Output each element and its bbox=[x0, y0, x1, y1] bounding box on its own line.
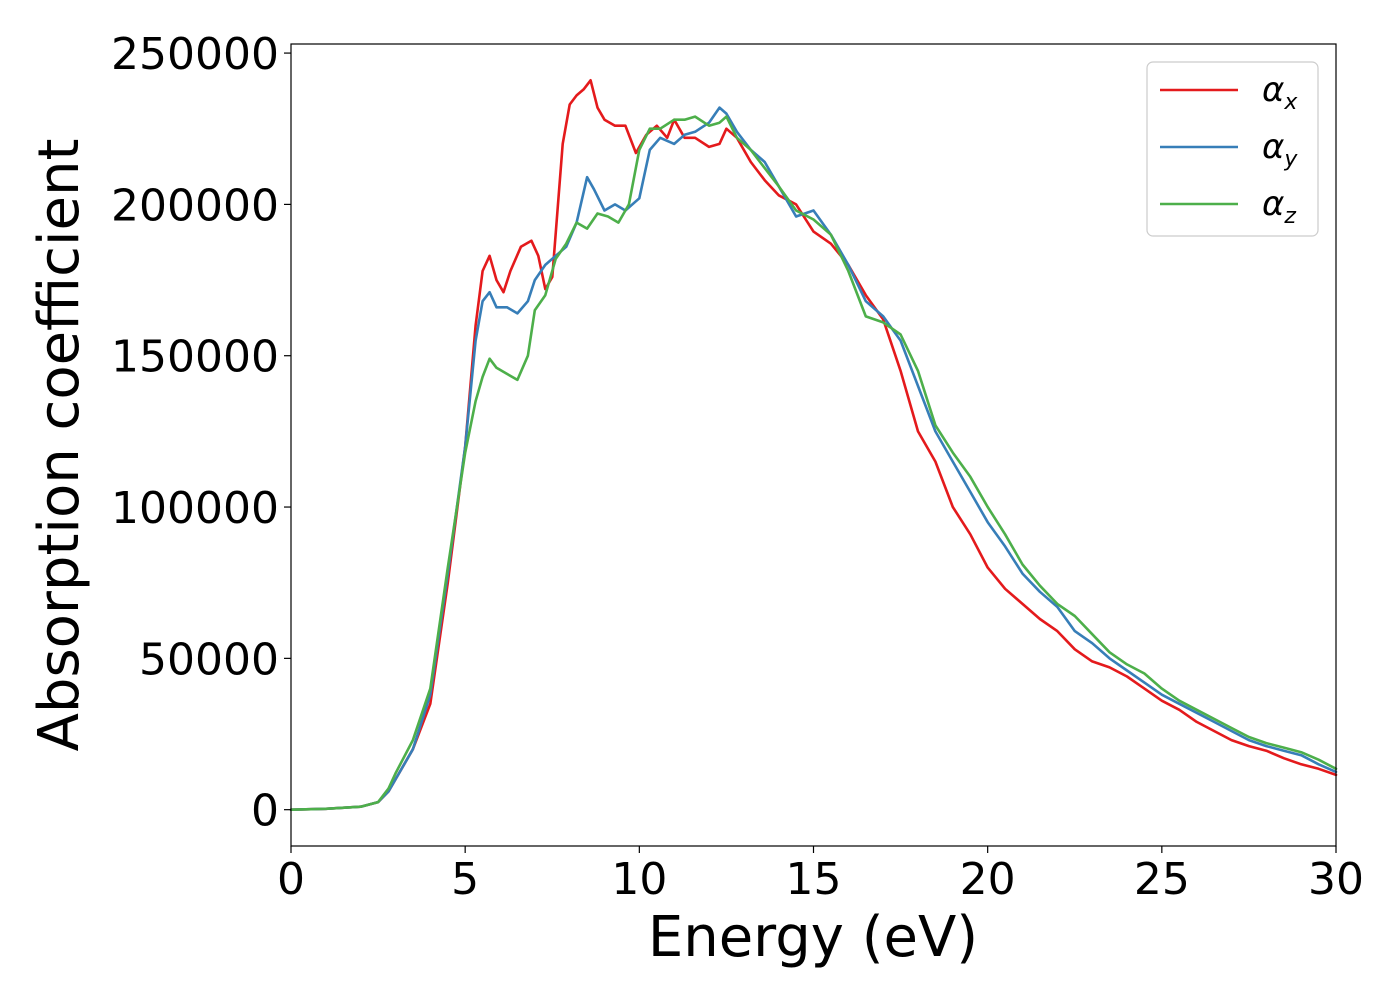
y-axis: 0 50000 100000 150000 200000 250000 bbox=[111, 29, 291, 837]
x-axis-label: Energy (eV) bbox=[648, 905, 978, 970]
series-line-y bbox=[289, 106, 1338, 811]
y-tick-label: 0 bbox=[251, 786, 279, 837]
legend-label-x: αx bbox=[1262, 70, 1298, 115]
y-tick-label: 50000 bbox=[139, 634, 279, 685]
series-layer bbox=[289, 79, 1338, 811]
x-tick-label: 0 bbox=[277, 854, 305, 905]
x-tick-label: 10 bbox=[611, 854, 667, 905]
y-tick-label: 200000 bbox=[111, 180, 279, 231]
series-line-z bbox=[289, 115, 1338, 811]
legend-label-z: αz bbox=[1262, 184, 1296, 229]
series-line-x bbox=[289, 79, 1338, 811]
x-tick-label: 15 bbox=[786, 854, 842, 905]
y-axis-label: Absorption coefficient bbox=[27, 139, 92, 752]
y-tick-label: 100000 bbox=[111, 483, 279, 534]
legend-label-y: αy bbox=[1262, 127, 1298, 172]
x-tick-label: 30 bbox=[1308, 854, 1364, 905]
y-tick-label: 250000 bbox=[111, 29, 279, 80]
x-tick-label: 20 bbox=[960, 854, 1016, 905]
x-axis: 0 5 10 15 20 25 30 bbox=[277, 846, 1364, 905]
legend: αx αy αz bbox=[1146, 61, 1319, 237]
x-tick-label: 25 bbox=[1134, 854, 1190, 905]
y-tick-label: 150000 bbox=[111, 332, 279, 383]
legend-box bbox=[1146, 61, 1319, 237]
x-tick-label: 5 bbox=[451, 854, 479, 905]
